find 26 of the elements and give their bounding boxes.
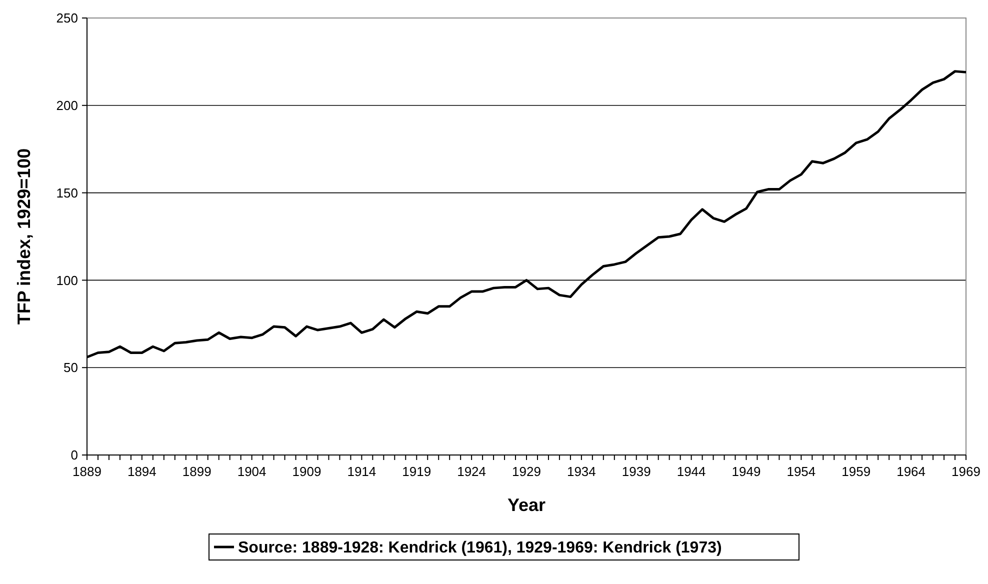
y-tick-label: 200: [56, 98, 78, 113]
x-tick-label: 1964: [896, 464, 926, 479]
x-axis-title: Year: [507, 495, 546, 515]
x-tick-label: 1944: [676, 464, 706, 479]
y-tick-label: 0: [70, 448, 78, 463]
x-tick-label: 1899: [182, 464, 212, 479]
x-tick-label: 1954: [786, 464, 816, 479]
y-tick-label: 100: [56, 272, 78, 288]
x-tick-label: 1919: [402, 464, 432, 479]
x-tick-label: 1914: [347, 464, 376, 479]
y-axis-title: TFP index, 1929=100: [14, 148, 34, 325]
x-tick-label: 1904: [237, 464, 266, 479]
x-tick-label: 1889: [72, 464, 102, 479]
y-tick-label: 150: [56, 185, 78, 200]
x-tick-label: 1949: [732, 464, 761, 479]
x-tick-label: 1939: [622, 464, 651, 479]
x-tick-label: 1934: [566, 464, 596, 479]
y-tick-label: 250: [56, 10, 78, 26]
x-tick-label: 1924: [457, 464, 486, 479]
x-tick-label: 1929: [512, 464, 541, 479]
x-tick-label: 1959: [842, 464, 871, 479]
x-tick-label: 1894: [127, 464, 156, 479]
y-tick-label: 50: [64, 360, 78, 376]
x-tick-label: 1969: [952, 464, 980, 479]
legend-label: Source: 1889-1928: Kendrick (1961), 1929-1969: Kendrick (1973): [238, 540, 722, 557]
x-tick-label: 1909: [292, 464, 322, 479]
